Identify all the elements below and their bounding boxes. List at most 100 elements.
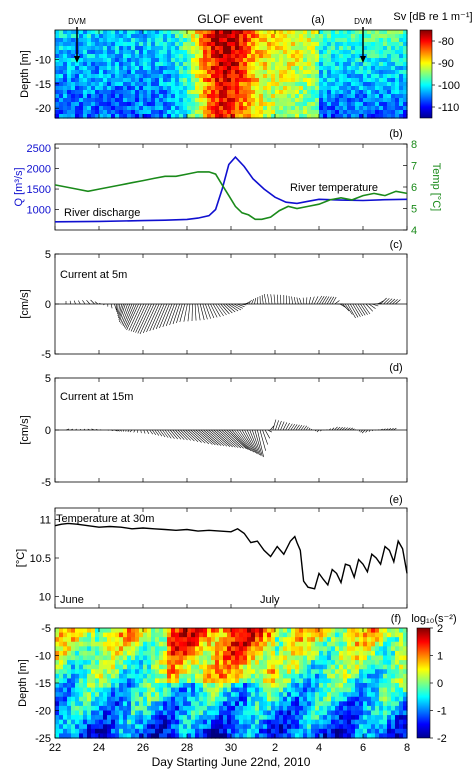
heatmap-cell [295, 664, 300, 670]
heatmap-cell [183, 637, 188, 643]
heatmap-cell [63, 66, 68, 71]
heatmap-cell [375, 78, 380, 83]
heatmap-cell [231, 34, 236, 39]
heatmap-cell [71, 715, 76, 721]
heatmap-cell [295, 632, 300, 638]
heatmap-cell [143, 664, 148, 670]
heatmap-cell [215, 74, 220, 79]
heatmap-cell [363, 46, 368, 51]
heatmap-cell [147, 678, 152, 684]
heatmap-cell [371, 106, 376, 111]
heatmap-cell [299, 637, 304, 643]
heatmap-cell [399, 66, 404, 71]
heatmap-cell [151, 728, 156, 735]
heatmap-cell [391, 62, 396, 67]
heatmap-cell [71, 70, 76, 75]
heatmap-cell [287, 74, 292, 79]
heatmap-cell [315, 62, 320, 67]
heatmap-cell [215, 650, 220, 657]
heatmap-cell [255, 650, 260, 657]
current-stick [231, 429, 250, 451]
heatmap-cell [275, 728, 280, 735]
heatmap-cell [339, 678, 344, 684]
heatmap-cell [275, 70, 280, 75]
heatmap-cell [231, 664, 236, 670]
heatmap-cell [131, 50, 136, 55]
heatmap-cell [343, 86, 348, 91]
heatmap-cell [199, 70, 204, 75]
heatmap-cell [239, 86, 244, 91]
current-stick [172, 303, 180, 325]
heatmap-cell [155, 673, 160, 680]
heatmap-cell [251, 78, 256, 83]
heatmap-cell [351, 50, 356, 55]
heatmap-cell [235, 701, 240, 707]
heatmap-cell [239, 719, 244, 725]
heatmap-cell [175, 632, 180, 638]
heatmap-cell [303, 94, 308, 99]
heatmap-cell [367, 683, 372, 689]
heatmap-cell [231, 696, 236, 702]
heatmap-cell [243, 646, 248, 652]
heatmap-cell [143, 724, 148, 730]
current-stick [65, 428, 70, 431]
heatmap-cell [239, 646, 244, 652]
current-stick [395, 299, 401, 305]
heatmap-cell [271, 683, 276, 689]
heatmap-cell [323, 678, 328, 684]
heatmap-cell [271, 687, 276, 693]
heatmap-cell [171, 710, 176, 716]
heatmap-cell [299, 673, 304, 680]
heatmap-cell [211, 42, 216, 47]
heatmap-cell [395, 98, 400, 103]
heatmap-cell [179, 46, 184, 51]
heatmap-cell [355, 38, 360, 43]
heatmap-cell [363, 683, 368, 689]
heatmap-cell [203, 696, 208, 702]
heatmap-cell [67, 82, 72, 87]
heatmap-cell [231, 70, 236, 75]
heatmap-cell [319, 50, 324, 55]
heatmap-cell [375, 692, 380, 698]
heatmap-cell [175, 106, 180, 111]
heatmap-cell [59, 90, 64, 95]
heatmap-cell [375, 90, 380, 95]
heatmap-cell [227, 632, 232, 638]
heatmap-cell [279, 30, 284, 35]
heatmap-cell [179, 641, 184, 647]
heatmap-cell [243, 90, 248, 95]
heatmap-cell [123, 724, 128, 730]
heatmap-cell [279, 687, 284, 693]
heatmap-cell [271, 34, 276, 39]
heatmap-cell [335, 715, 340, 721]
heatmap-cell [227, 669, 232, 675]
heatmap-cell [151, 650, 156, 657]
heatmap-cell [303, 701, 308, 707]
heatmap-cell [163, 733, 168, 739]
heatmap-cell [251, 114, 256, 119]
heatmap-cell [171, 86, 176, 91]
current-stick [311, 296, 315, 305]
heatmap-cell [111, 62, 116, 67]
heatmap-cell [327, 705, 332, 712]
heatmap-cell [207, 34, 212, 39]
heatmap-cell [127, 50, 132, 55]
heatmap-cell [99, 692, 104, 698]
heatmap-cell [175, 58, 180, 63]
heatmap-cell [271, 724, 276, 730]
heatmap-cell [103, 637, 108, 643]
current-stick [185, 429, 199, 443]
heatmap-cell [335, 50, 340, 55]
heatmap-cell [351, 660, 356, 666]
heatmap-cell [179, 655, 184, 661]
heatmap-cell [123, 628, 128, 634]
heatmap-cell [199, 728, 204, 735]
heatmap-cell [55, 70, 60, 75]
heatmap-cell [227, 82, 232, 87]
heatmap-cell [383, 94, 388, 99]
heatmap-cell [391, 54, 396, 59]
current-stick [202, 303, 208, 320]
heatmap-cell [283, 62, 288, 67]
heatmap-cell [119, 70, 124, 75]
heatmap-cell [167, 650, 172, 657]
